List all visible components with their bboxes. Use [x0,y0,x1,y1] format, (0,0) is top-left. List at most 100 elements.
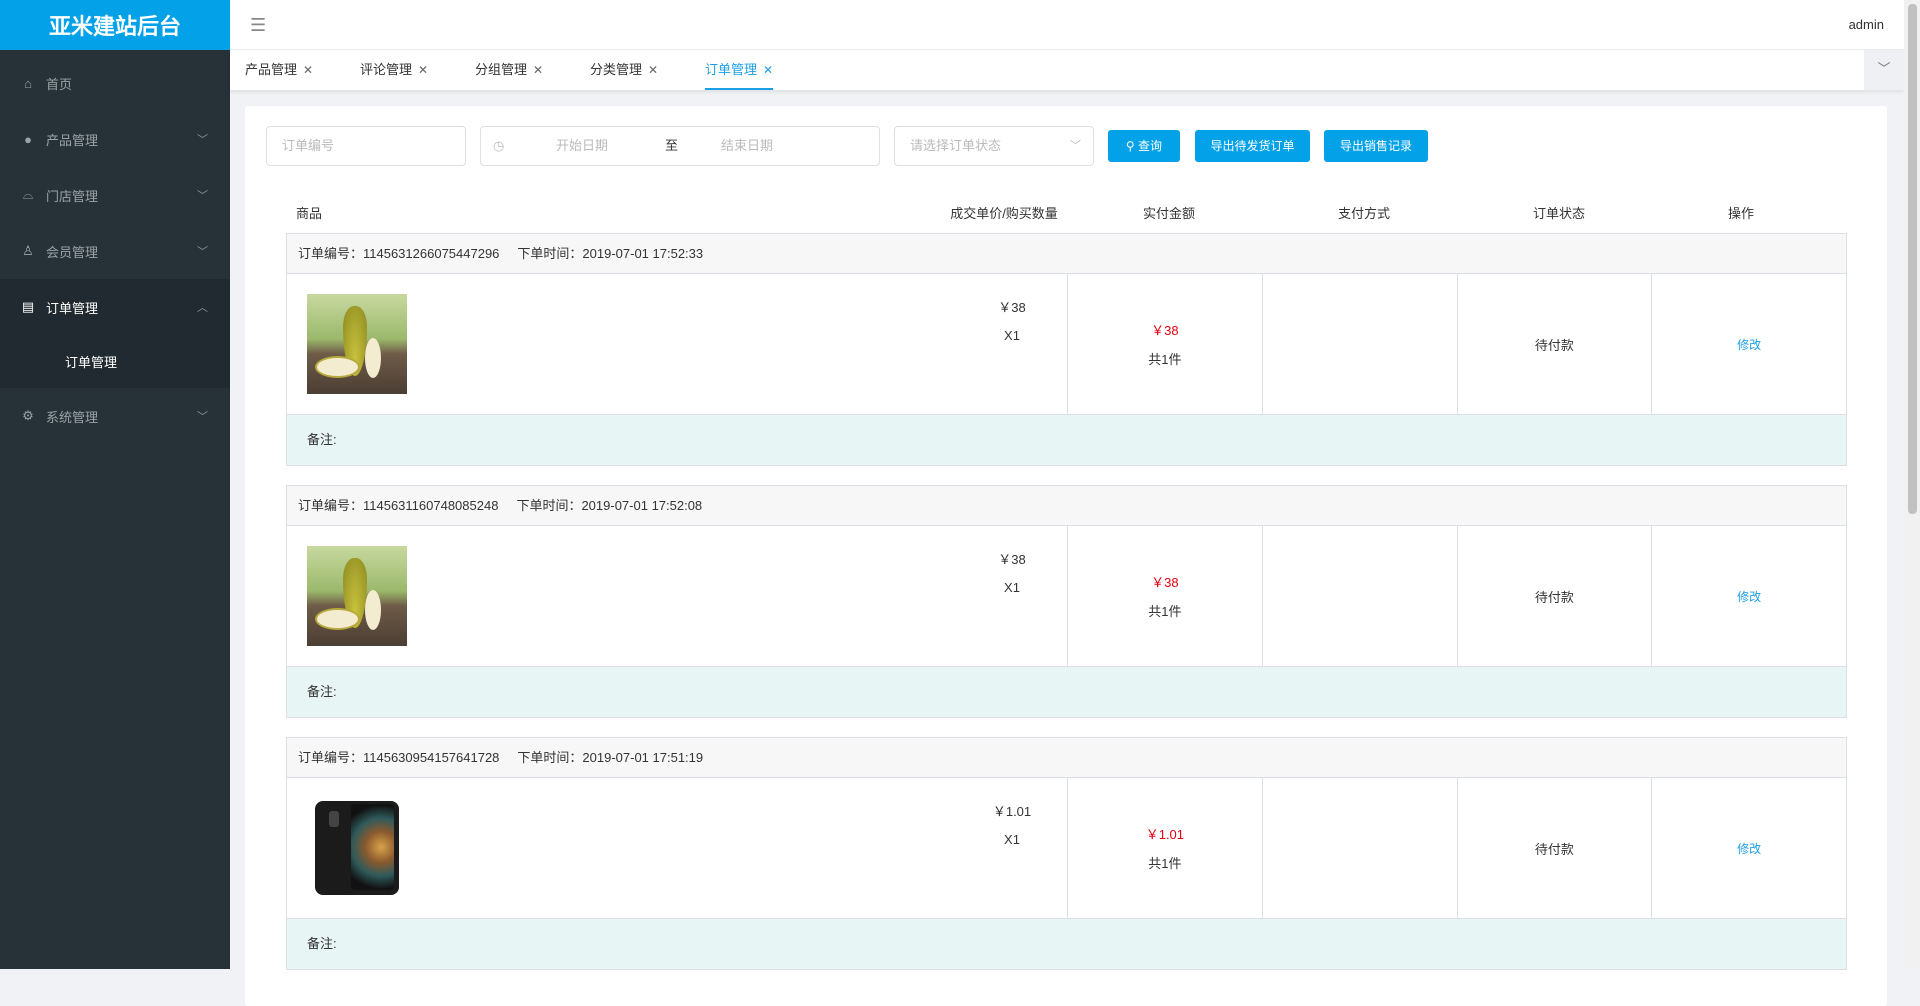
order-number-input[interactable]: 订单编号 [266,126,466,166]
sidebar-item-stores[interactable]: ⌓ 门店管理 ﹀ [0,167,230,223]
order-header: 订单编号：1145631266075447296 下单时间：2019-07-01 … [287,234,1846,274]
product-cell: ￥38 X1 [287,274,1067,414]
tab-label: 分类管理 [590,62,643,77]
tab-products[interactable]: 产品管理 ✕ [245,50,313,90]
status-cell: 待付款 [1456,526,1652,666]
column-header-status: 订单状态 [1532,206,1585,221]
close-icon[interactable]: ✕ [763,63,774,77]
sidebar-item-label: 会员管理 [46,244,99,260]
product-image[interactable] [307,294,407,394]
edit-link[interactable]: 修改 [1737,337,1762,352]
sidebar-item-home[interactable]: ⌂ 首页 [0,55,230,111]
order-time: 下单时间：2019-07-01 17:52:08 [516,498,703,513]
paid-amount: ￥38 [1151,575,1179,590]
query-button[interactable]: ⚲ 查询 [1108,130,1180,162]
item-count: 共1件 [1148,604,1182,619]
award-icon: ♙ [22,243,34,258]
close-icon[interactable]: ✕ [303,63,314,77]
edit-link[interactable]: 修改 [1737,841,1762,856]
sidebar-item-products[interactable]: ● 产品管理 ﹀ [0,111,230,167]
sidebar-item-members[interactable]: ♙ 会员管理 ﹀ [0,223,230,279]
scrollbar-thumb[interactable] [1908,4,1917,514]
actions-cell: 修改 [1651,274,1846,414]
sidebar-item-label: 订单管理 [46,300,99,316]
start-date-input[interactable]: 开始日期 [556,138,609,153]
tabs-dropdown-button[interactable]: ﹀ [1864,50,1904,90]
chevron-down-icon: ﹀ [197,134,208,146]
tab-orders[interactable]: 订单管理 ✕ [705,50,774,90]
payment-cell [1261,274,1457,414]
export-pending-button[interactable]: 导出待发货订单 [1195,130,1310,162]
order-row: ￥1.01 X1 ￥1.01 共1件 待付款 修改 [287,778,1846,919]
column-header-paid: 实付金额 [1142,206,1195,221]
sidebar-item-label: 系统管理 [46,409,99,425]
edit-link[interactable]: 修改 [1737,589,1762,604]
tab-label: 评论管理 [360,62,413,77]
actions-cell: 修改 [1651,778,1846,918]
order-block: 订单编号：1145630954157641728 下单时间：2019-07-01 … [286,737,1847,970]
close-icon[interactable]: ✕ [648,63,659,77]
scrollbar[interactable] [1904,0,1920,969]
export-sales-button[interactable]: 导出销售记录 [1324,130,1428,162]
column-header-product: 商品 [296,206,323,221]
order-number: 订单编号：1145631160748085248 [298,498,499,513]
chevron-up-icon: ︿ [197,302,208,314]
unit-price-qty: ￥38 X1 [977,546,1047,602]
chevron-down-icon: ﹀ [197,411,208,423]
actions-cell: 修改 [1651,526,1846,666]
date-range-picker[interactable]: ◷ 开始日期 至 结束日期 [480,126,880,166]
button-label: 查询 [1138,139,1163,153]
unit-price-qty: ￥38 X1 [977,294,1047,350]
order-row: ￥38 X1 ￥38 共1件 待付款 修改 [287,526,1846,667]
end-date-input[interactable]: 结束日期 [721,138,774,153]
sidebar-item-label: 门店管理 [46,188,99,204]
quantity: X1 [1004,328,1020,343]
search-icon: ⚲ [1125,139,1139,153]
order-block: 订单编号：1145631266075447296 下单时间：2019-07-01 … [286,233,1847,466]
item-count: 共1件 [1148,352,1182,367]
order-remark: 备注: [287,667,1846,717]
order-row: ￥38 X1 ￥38 共1件 待付款 修改 [287,274,1846,415]
document-icon: ▤ [21,299,35,314]
gear-icon: ⚙ [22,408,34,423]
app-logo: 亚米建站后台 [0,0,230,50]
paid-amount: ￥1.01 [1145,827,1185,842]
tab-categories[interactable]: 分类管理 ✕ [590,50,658,90]
tab-label: 分组管理 [475,62,528,77]
quantity: X1 [1004,832,1020,847]
tab-bar: 产品管理 ✕ 评论管理 ✕ 分组管理 ✕ 分类管理 ✕ 订单管理 ✕ ﹀ [230,50,1904,90]
column-header-price-qty: 成交单价/购买数量 [950,206,1058,221]
sidebar-subitem-orders[interactable]: 订单管理 [0,335,230,388]
sidebar-item-label: 产品管理 [46,132,99,148]
tab-label: 订单管理 [705,62,758,77]
chevron-down-icon: ﹀ [1877,61,1891,76]
product-image[interactable] [307,546,407,646]
unit-price: ￥38 [998,552,1026,567]
user-menu[interactable]: admin [1848,17,1884,32]
menu-toggle-icon[interactable]: ☰ [250,15,267,35]
close-icon[interactable]: ✕ [533,63,544,77]
order-status: 待付款 [1534,337,1574,353]
order-number: 订单编号：1145631266075447296 [298,246,500,261]
orders-panel: 订单编号 ◷ 开始日期 至 结束日期 请选择订单状态 ﹀ ⚲ 查询 导出待发货订… [245,106,1887,1006]
sidebar-item-system[interactable]: ⚙ 系统管理 ﹀ [0,388,230,444]
top-bar: ☰ admin [230,0,1920,50]
product-cell: ￥38 X1 [287,526,1067,666]
paid-cell: ￥38 共1件 [1067,274,1262,414]
close-icon[interactable]: ✕ [418,63,429,77]
sidebar-item-label: 首页 [46,76,73,92]
product-image[interactable] [307,798,407,898]
sidebar-item-orders[interactable]: ▤ 订单管理 ︿ [0,279,230,335]
paid-cell: ￥1.01 共1件 [1067,778,1262,918]
tab-groups[interactable]: 分组管理 ✕ [475,50,543,90]
store-icon: ⌓ [22,187,34,202]
column-header-actions: 操作 [1727,206,1754,221]
select-placeholder: 请选择订单状态 [910,138,1002,153]
status-cell: 待付款 [1456,778,1652,918]
item-count: 共1件 [1148,856,1182,871]
status-cell: 待付款 [1456,274,1652,414]
order-status-select[interactable]: 请选择订单状态 ﹀ [894,126,1094,166]
order-header: 订单编号：1145631160748085248 下单时间：2019-07-01 … [287,486,1846,526]
user-icon: ● [24,131,32,147]
tab-comments[interactable]: 评论管理 ✕ [360,50,428,90]
